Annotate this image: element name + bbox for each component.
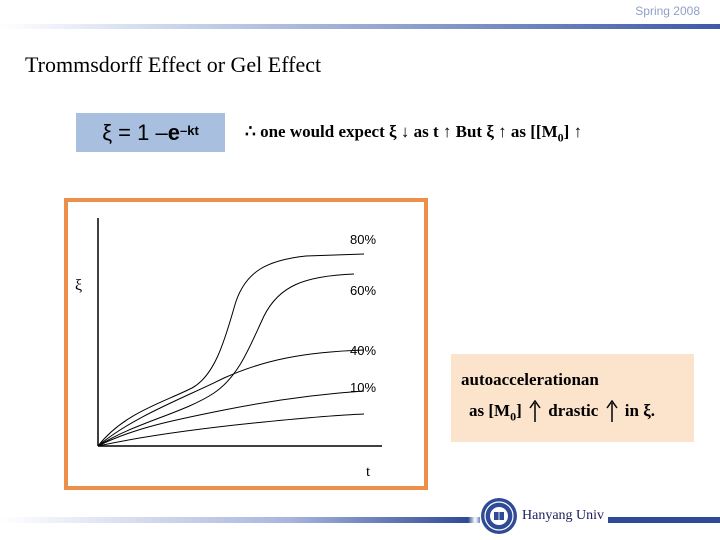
gel-effect-graph: ξ t 80% 60% 40% 10% — [75, 218, 382, 480]
expect-part-3: But ξ — [455, 122, 494, 141]
note-line-1: autoaccelerationan — [461, 370, 599, 389]
university-seal-icon — [481, 498, 517, 534]
formula-exponent: –kt — [179, 123, 199, 138]
series-label-40: 40% — [350, 343, 376, 358]
series-label-10: 10% — [350, 380, 376, 395]
expect-part-4: as [[M — [510, 122, 558, 141]
top-accent-bar — [0, 24, 720, 29]
series-label-60: 60% — [350, 283, 376, 298]
up-arrow-icon: ↑ — [573, 122, 583, 141]
note-part-b: ] — [516, 401, 522, 420]
note-part-d: in ξ. — [624, 401, 656, 420]
curve-10 — [97, 390, 365, 447]
curve-lowest — [97, 413, 365, 447]
expect-part-1: one would expect ξ — [260, 122, 397, 141]
curve-40 — [97, 349, 365, 447]
note-subscript: 0 — [510, 409, 517, 424]
up-arrow-icon — [529, 400, 541, 422]
expect-subscript: 0 — [557, 130, 564, 145]
series-label-80: 80% — [350, 232, 376, 247]
autoacceleration-note: autoaccelerationan as [M0] drastic in ξ. — [451, 354, 694, 442]
formula-base: e — [167, 119, 180, 145]
up-arrow-icon — [605, 400, 618, 422]
university-mark: Hanyang Univ — [480, 497, 609, 535]
expectation-text: ∴ one would expect ξ ↓ as t ↑ But ξ ↑ as… — [245, 122, 582, 145]
up-arrow-icon: ↑ — [442, 122, 452, 141]
therefore-symbol: ∴ — [245, 122, 256, 141]
expect-part-2: as t — [413, 122, 439, 141]
slide-title: Trommsdorff Effect or Gel Effect — [25, 52, 322, 77]
note-part-a: as [M — [469, 401, 511, 420]
university-name: Hanyang Univ — [522, 508, 605, 523]
up-arrow-icon: ↑ — [498, 122, 507, 141]
bottom-accent-bar — [0, 517, 720, 523]
formula-lhs: ξ = 1 – — [102, 119, 168, 145]
season-label: Spring 2008 — [635, 4, 700, 18]
curve-60 — [97, 273, 355, 447]
x-axis-label: t — [366, 464, 371, 480]
down-arrow-icon: ↓ — [400, 122, 410, 141]
note-line-2: as [M0] drastic in ξ. — [469, 400, 655, 424]
graph-frame — [64, 198, 428, 490]
y-axis-label: ξ — [75, 277, 82, 294]
note-part-c: drastic — [548, 401, 599, 420]
formula-box: ξ = 1 – e –kt — [76, 113, 225, 152]
curve-80 — [97, 253, 365, 447]
expect-part-5: ] — [563, 122, 570, 141]
